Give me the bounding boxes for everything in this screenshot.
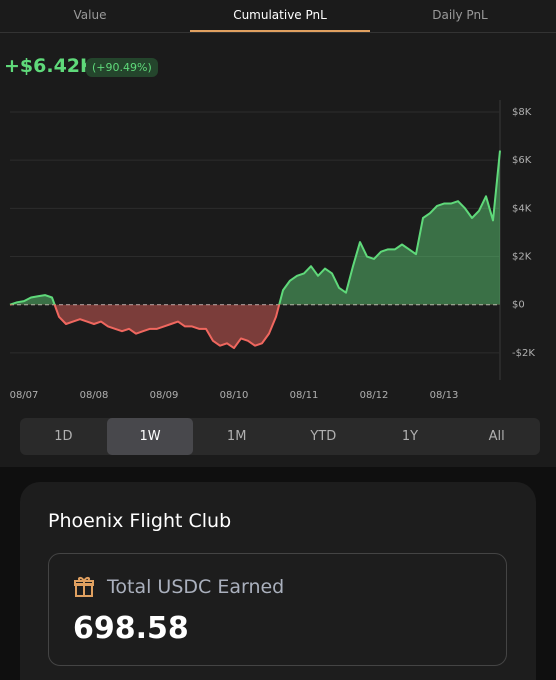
area [10, 150, 500, 349]
x-tick-label: 08/12 [360, 390, 389, 401]
tab[interactable]: Daily PnL [432, 8, 488, 22]
chart: $8K $6K $4K $2K $0 -$2K 08/07 08/08 08/09 08/10 08… [9, 100, 535, 401]
y-tick-label: $4K [512, 203, 532, 214]
y-tick-label: $8K [512, 107, 532, 118]
x-tick-label: 08/08 [80, 390, 109, 401]
earned-value: 698.58 [73, 611, 189, 646]
y-tick-label: $6K [512, 155, 532, 166]
tab[interactable]: Cumulative PnL [190, 0, 370, 32]
pnl-change: (+90.49%) [86, 58, 158, 77]
tab[interactable]: Value [73, 8, 107, 22]
club-title: Phoenix Flight Club [48, 510, 232, 532]
y-tick-label: $0 [512, 300, 525, 311]
range-button[interactable]: 1W [106, 418, 194, 455]
x-tick-label: 08/13 [430, 390, 459, 401]
gift-icon [74, 577, 94, 597]
earned-box: Total USDC Earned 698.58 [48, 553, 507, 666]
range-button[interactable]: 1D [54, 429, 73, 444]
range-button[interactable]: All [488, 429, 505, 444]
earned-label: Total USDC Earned [107, 576, 285, 598]
y-tick-label: $2K [512, 252, 532, 263]
range-bar: 1D 1W 1M YTD 1Y All [20, 418, 540, 455]
x-tick-label: 08/07 [10, 390, 39, 401]
line [9, 150, 501, 350]
x-tick-label: 08/11 [290, 390, 319, 401]
y-tick-label: -$2K [512, 348, 535, 359]
range-button[interactable]: 1M [226, 429, 247, 444]
x-tick-label: 08/10 [220, 390, 249, 401]
pnl-value: +$6.42K [4, 55, 95, 77]
tab-bar: Value Cumulative PnL Daily PnL [0, 0, 556, 33]
range-button[interactable]: YTD [310, 429, 337, 444]
x-tick-label: 08/09 [150, 390, 179, 401]
club-card: Phoenix Flight Club Total USDC Earned 69… [20, 482, 536, 680]
range-button[interactable]: 1Y [401, 429, 419, 444]
